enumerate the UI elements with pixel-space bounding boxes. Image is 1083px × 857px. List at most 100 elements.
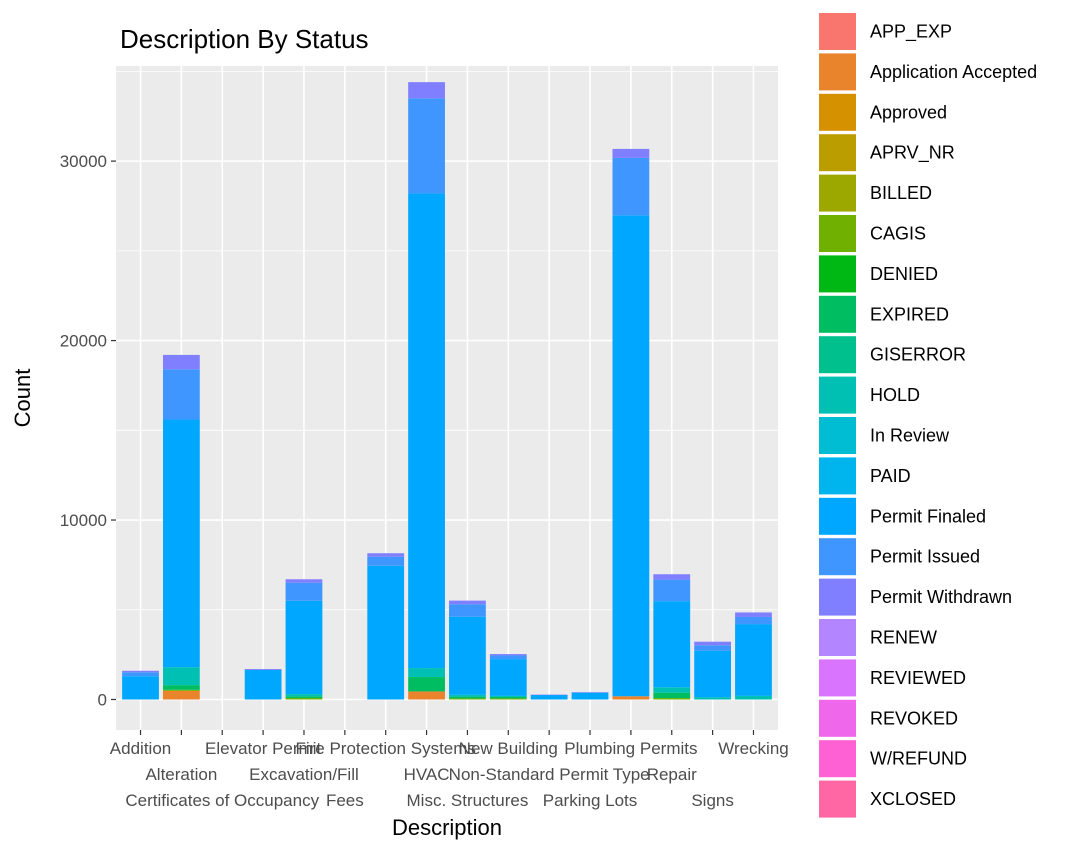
legend-key (819, 457, 856, 495)
bar-segment (449, 694, 486, 697)
legend-key (819, 619, 856, 656)
bar-segment (694, 697, 732, 700)
bar-segment (653, 698, 691, 700)
x-tick-label: Fire Protection Systems (295, 739, 475, 758)
bar-segment (285, 696, 323, 699)
bar-segment (162, 354, 200, 370)
x-tick-label: Repair (647, 765, 697, 784)
legend-key (819, 740, 856, 778)
legend-label: EXPIRED (870, 304, 949, 324)
bar-segment (449, 696, 486, 699)
y-axis-title: Count (10, 369, 35, 428)
bar-segment (408, 668, 445, 678)
bar-segment (367, 565, 405, 700)
bar-segment (408, 677, 445, 692)
legend-key (819, 417, 856, 454)
bar-segment (571, 692, 609, 700)
bar-segment (449, 604, 486, 617)
legend-label: HOLD (870, 385, 920, 405)
bar-segment (244, 669, 282, 700)
x-tick-label: Elevator Permit (205, 739, 321, 758)
bar-segment (735, 612, 772, 617)
legend-label: XCLOSED (870, 789, 956, 809)
legend-label: PAID (870, 466, 911, 486)
x-tick-label: Certificates of Occupancy (125, 791, 319, 810)
legend-key (819, 336, 856, 374)
x-tick-label: Fees (326, 791, 364, 810)
bar-segment (449, 600, 486, 605)
legend-key (819, 53, 856, 91)
bar-segment (571, 692, 609, 693)
bar-segment (653, 692, 691, 699)
x-tick-label: Signs (691, 791, 734, 810)
bar-segment (285, 600, 323, 695)
bar-segment (489, 698, 527, 700)
legend-label: GISERROR (870, 345, 966, 365)
bar-segment (735, 695, 772, 700)
legend-key (819, 497, 856, 535)
bar-segment (489, 659, 527, 696)
bar-segment (162, 689, 200, 691)
legend-label: CAGIS (870, 224, 926, 244)
bar-segment (653, 601, 691, 688)
bar-segment (408, 193, 445, 669)
legend-label: Permit Finaled (870, 506, 986, 526)
bar-segment (367, 553, 405, 557)
x-tick-label: Addition (110, 739, 171, 758)
bar-segment (612, 696, 650, 700)
bar-segment (530, 694, 568, 696)
legend-key (819, 780, 856, 818)
x-axis-title: Description (392, 815, 502, 840)
bar-segment (162, 690, 200, 700)
x-tick-label: Excavation/Fill (249, 765, 359, 784)
bar-segment (449, 616, 486, 695)
legend-label: Approved (870, 102, 947, 122)
legend-key (819, 659, 856, 697)
legend-label: REVIEWED (870, 668, 966, 688)
bar-segment (122, 672, 159, 677)
legend-label: Application Accepted (870, 62, 1037, 82)
legend-label: Permit Issued (870, 547, 980, 567)
bar-segment (408, 98, 445, 194)
x-tick-label: New Building (459, 739, 558, 758)
x-tick-label: Non-Standard Permit Type (449, 765, 650, 784)
legend-key (819, 174, 856, 212)
bar-segment (694, 645, 732, 651)
bar-segment (449, 698, 486, 700)
legend-label: REVOKED (870, 708, 958, 728)
bar-segment (285, 698, 323, 700)
bar-segment (489, 654, 527, 656)
bar-segment (244, 668, 282, 670)
legend-label: In Review (870, 426, 950, 446)
legend-label: BILLED (870, 183, 932, 203)
legend-key (819, 538, 856, 576)
legend-key (819, 578, 856, 616)
bar-segment (612, 215, 650, 697)
bar-segment (653, 574, 691, 580)
legend-key (819, 13, 856, 50)
bar-segment (489, 696, 527, 699)
bar-segment (735, 624, 772, 696)
bar-segment (122, 676, 159, 700)
legend-label: Permit Withdrawn (870, 587, 1012, 607)
bar-segment (489, 655, 527, 660)
chart-title: Description By Status (120, 24, 369, 54)
x-tick-label: Alteration (145, 765, 217, 784)
bar-segment (735, 616, 772, 625)
y-tick-label: 20000 (60, 332, 107, 351)
x-tick-label: Wrecking (718, 739, 789, 758)
legend-key (819, 215, 856, 252)
bar-segment (367, 556, 405, 566)
bars (122, 82, 772, 700)
bar-segment (612, 148, 650, 158)
bar-segment (408, 82, 445, 99)
x-axis: Addition Alteration Certificates of Occupa… (110, 730, 789, 810)
y-tick-label: 0 (98, 690, 107, 709)
legend-key (819, 134, 856, 172)
bar-segment (653, 687, 691, 693)
bar-segment (285, 579, 323, 583)
legend-key (819, 93, 856, 131)
legend-key (819, 699, 856, 737)
legend-key (819, 295, 856, 333)
